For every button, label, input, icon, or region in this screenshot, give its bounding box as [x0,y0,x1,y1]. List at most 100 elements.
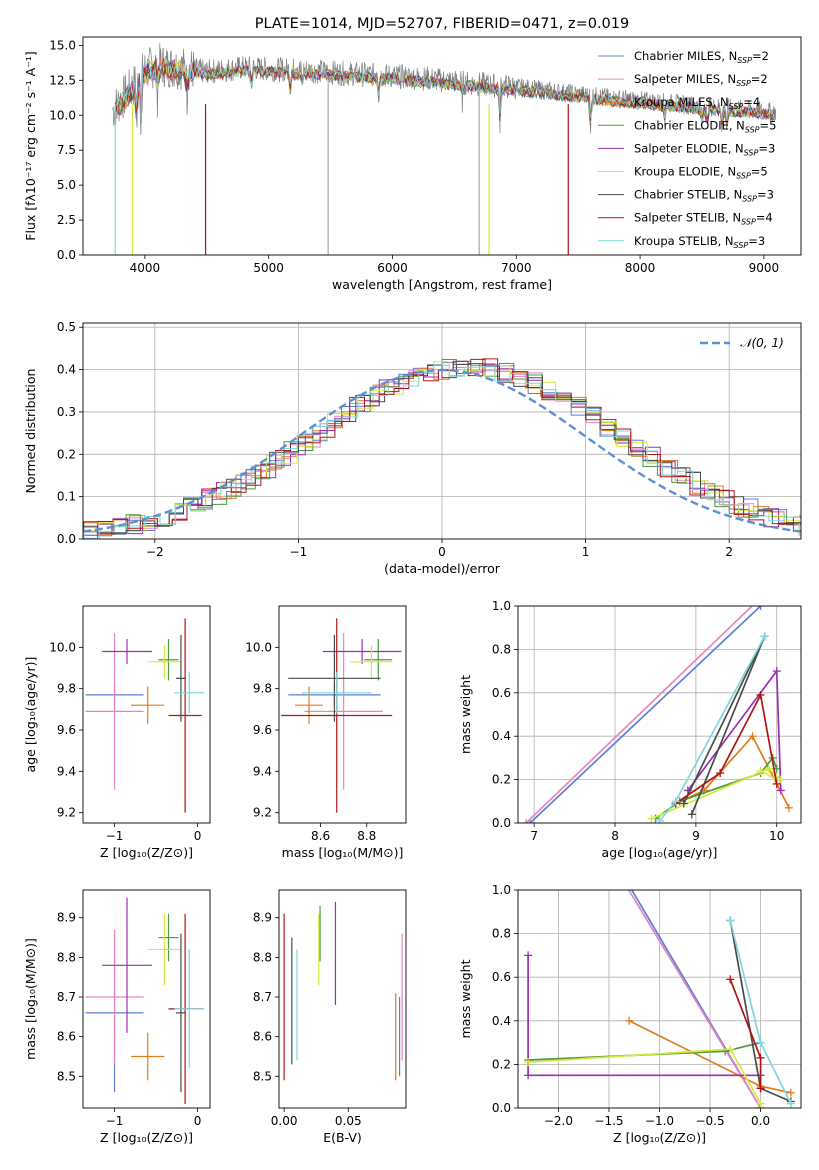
series-marker-kroupa_elodie [764,764,773,773]
x-tick-label: 7000 [501,261,532,275]
chart-title: PLATE=1014, MJD=52707, FIBERID=0471, z=0… [255,16,629,32]
x-tick-label: 8000 [625,261,656,275]
legend-suffix: =3 [758,141,775,155]
series-marker-salpeter_elodie [524,951,533,960]
y-tick-label: 8.8 [253,950,272,964]
data-point-kroupa_miles [295,686,323,724]
legend-label: Chabrier MILES, N [634,49,737,63]
series-marker-kroupa_elodie [726,1045,735,1054]
model-spectrum-kroupa_stelib [115,56,775,126]
y-tick-label: 9.6 [253,723,272,737]
series-marker-salpeter_elodie [776,786,785,795]
y-tick-label: 8.9 [253,911,272,925]
axes-frame [517,605,802,824]
panel-massweight_vs_age: 7 8 9 10 0.0 0.2 0.4 0.6 0.8 1.0 age [log₁₀(age/yr… [458,598,802,860]
y-tick-label: 0.0 [57,532,76,546]
panel-residuals: −2 −1 0 1 2 0.0 0.1 0.2 0.3 0.4 0.5 (data-model)/er… [23,320,802,576]
histogram-salpeter_elodie [83,363,801,536]
series-marker-kroupa_elodie [756,766,765,775]
data-point-kroupa_elodie [147,645,181,679]
x-tick-label: −1 [106,829,124,843]
y-tick-label: 9.6 [57,723,76,737]
legend-suffix: =4 [743,95,760,109]
series-marker-chabrier_stelib [687,810,696,819]
legend-sub: SSP [744,148,759,157]
y-tick-label: 9.4 [57,764,76,778]
data-point-kroupa_miles [131,686,165,724]
legend-entry-gaussian: 𝒩(0, 1) [740,336,784,350]
x-tick-label: 8 [611,829,619,843]
y-tick-label: 8.6 [253,1030,272,1044]
x-tick-label: 0 [194,829,202,843]
histogram-salpeter_miles [83,367,801,529]
legend-sub: SSP [742,195,757,204]
x-axis-label: mass [log₁₀(M/M⊙)] [282,845,404,860]
y-tick-label: 8.5 [57,1069,76,1083]
series-line-kroupa_elodie [528,1048,762,1105]
y-tick-label: 2.5 [57,213,76,227]
x-tick-label: −1.0 [645,1114,674,1128]
y-tick-label: 0.2 [57,447,76,461]
axes-frame [82,605,211,824]
x-axis-label: Z [log₁₀(Z/Z⊙)] [100,1130,193,1145]
y-tick-label: 0.8 [492,927,511,941]
data-point-salpeter_miles [304,632,383,790]
legend-sub: SSP [741,218,756,227]
x-tick-label: 1 [582,545,590,559]
legend-suffix: =3 [748,234,765,248]
data-point-salpeter_miles [85,632,144,790]
y-tick-label: 0.4 [492,729,511,743]
y-tick-label: 9.8 [253,682,272,696]
data-point-salpeter_elodie [322,639,402,664]
data-point-kroupa_stelib [302,672,372,714]
series-marker-salpeter_stelib [756,690,765,699]
x-axis-label: Z [log₁₀(Z/Z⊙)] [613,1130,706,1145]
plot-area-age_vs_Z [85,618,205,813]
series-line-chabrier_miles [529,606,762,823]
gaussian-reference-line [83,368,801,533]
y-tick-label: 0.0 [57,248,76,262]
series-marker-kroupa_elodie [647,814,656,823]
series-marker-kroupa_miles [625,1016,634,1025]
series-marker-salpeter_stelib [756,1084,765,1093]
y-tick-label: 9.2 [253,806,272,820]
y-tick-label: 8.8 [57,950,76,964]
y-tick-label: 12.5 [49,73,76,87]
series-line-salpeter_miles [525,606,754,823]
series-marker-kroupa_stelib [760,632,769,641]
series-marker-salpeter_miles [522,819,531,823]
panel-spectrum: 4000 5000 6000 7000 8000 9000 0.0 2.5 5.0 7.5 10.0… [23,16,802,292]
series-marker-chabrier_miles [756,606,765,610]
x-axis-label: (data-model)/error [384,561,501,576]
legend-label: Chabrier ELODIE, N [634,118,745,132]
plot-area-age_vs_mass [281,618,402,813]
x-axis-label: wavelength [Angstrom, rest frame] [332,277,552,292]
series-marker-kroupa_stelib [671,797,680,806]
legend-suffix: =2 [751,72,768,86]
legend-entry-chabrier_stelib: Chabrier STELIB, NSSP=3 [634,188,774,204]
y-axis-label: mass [log₁₀(M/M⊙)] [23,938,38,1060]
series-marker-kroupa_stelib [655,816,664,823]
x-tick-label: 7 [530,829,538,843]
histogram-kroupa_miles [83,363,801,536]
x-tick-label: 0.0 [751,1114,770,1128]
x-tick-label: 6000 [377,261,408,275]
data-point-chabrier_stelib [175,634,186,722]
x-tick-label: 10 [769,829,784,843]
data-point-chabrier_stelib [175,933,186,1093]
legend-label: Kroupa ELODIE, N [634,165,736,179]
y-tick-label: 9.2 [57,806,76,820]
series-marker-kroupa_miles [786,1088,795,1097]
y-tick-label: 8.7 [253,990,272,1004]
series-marker-kroupa_miles [748,732,757,741]
x-tick-label: 8.6 [311,829,330,843]
axes-frame [278,605,407,824]
series-marker-kroupa_miles [784,803,793,812]
axes-frame [82,889,211,1109]
legend-sub: SSP [729,102,744,111]
series-marker-salpeter_miles [753,598,761,606]
x-tick-label: 0 [438,545,446,559]
legend-sub: SSP [736,79,751,88]
y-tick-label: 0.8 [492,642,511,656]
